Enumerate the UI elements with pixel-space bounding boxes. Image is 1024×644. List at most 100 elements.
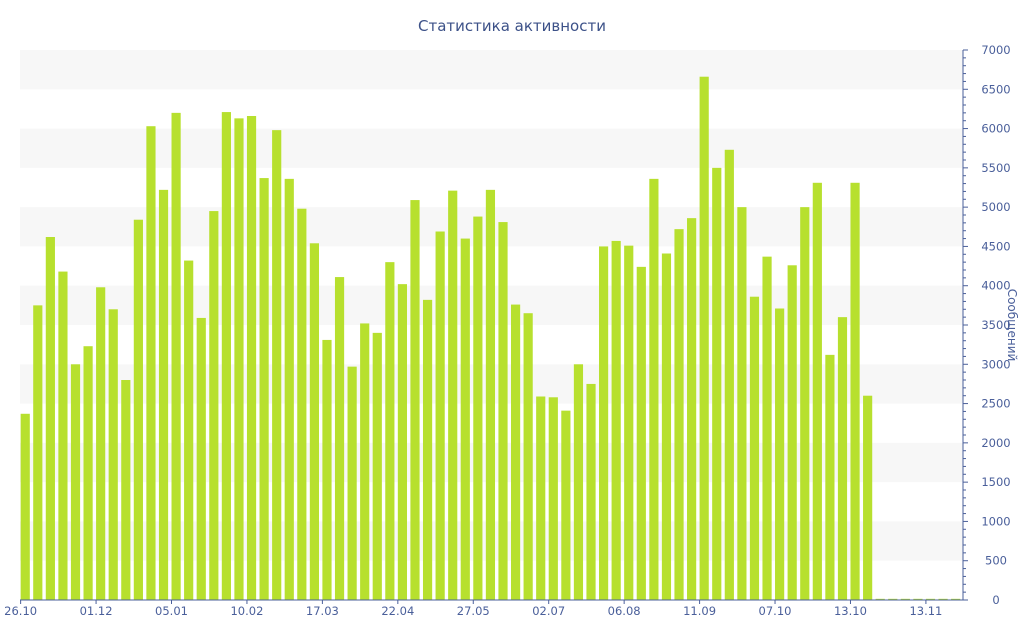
x-tick-label: 13.10 bbox=[834, 604, 867, 618]
y-tick-label: 1500 bbox=[981, 475, 1010, 489]
y-tick-label: 3000 bbox=[981, 357, 1010, 371]
bar bbox=[951, 598, 961, 600]
y-axis-label: Сообщений bbox=[1005, 289, 1019, 362]
bar bbox=[234, 118, 244, 601]
bar bbox=[925, 598, 936, 600]
chart-title: Статистика активности bbox=[418, 17, 606, 35]
y-tick-label: 6000 bbox=[981, 122, 1010, 136]
bar bbox=[133, 219, 143, 600]
bar bbox=[272, 130, 282, 600]
bar bbox=[737, 207, 747, 600]
bar bbox=[347, 366, 357, 600]
bar bbox=[410, 200, 420, 600]
bar bbox=[812, 182, 822, 601]
bar bbox=[724, 149, 734, 601]
bar bbox=[196, 317, 206, 600]
bar bbox=[108, 309, 118, 600]
x-tick-label: 07.10 bbox=[759, 604, 792, 618]
bar bbox=[510, 304, 521, 600]
bar bbox=[938, 598, 948, 600]
bar bbox=[586, 383, 596, 600]
y-axis: 0 500 1000 1500 2000 2500 3000 3500 4000 4500 5000… bbox=[962, 43, 1011, 607]
bar bbox=[573, 364, 584, 600]
bar bbox=[385, 262, 395, 600]
bar bbox=[687, 218, 697, 600]
bar bbox=[184, 260, 194, 600]
bar bbox=[121, 380, 131, 600]
bar bbox=[485, 189, 496, 601]
y-tick-label: 3500 bbox=[981, 318, 1010, 332]
bar bbox=[611, 240, 621, 600]
bar bbox=[599, 246, 609, 600]
bar bbox=[749, 296, 760, 600]
x-tick-label: 05.01 bbox=[155, 604, 188, 618]
bar bbox=[624, 245, 634, 600]
y-tick-label: 4500 bbox=[981, 239, 1010, 253]
y-tick-label: 6500 bbox=[981, 82, 1010, 96]
bar bbox=[825, 354, 835, 600]
bar bbox=[322, 339, 332, 600]
y-tick-label: 500 bbox=[985, 554, 1007, 568]
x-tick-label: 27.05 bbox=[457, 604, 490, 618]
x-tick-label: 26.10 bbox=[4, 604, 37, 618]
bar bbox=[360, 323, 370, 600]
bar bbox=[888, 598, 898, 600]
bar bbox=[284, 178, 294, 601]
bar bbox=[209, 211, 219, 600]
y-tick-label: 0 bbox=[992, 593, 999, 607]
x-tick-label: 17.03 bbox=[306, 604, 339, 618]
y-tick-label: 2000 bbox=[981, 436, 1010, 450]
bar bbox=[297, 208, 307, 600]
y-tick-label: 1000 bbox=[981, 514, 1010, 528]
bar bbox=[422, 299, 433, 600]
bar bbox=[523, 313, 533, 600]
bar bbox=[96, 287, 106, 600]
bar bbox=[146, 126, 156, 601]
bar bbox=[448, 190, 458, 600]
bar bbox=[83, 346, 93, 600]
bar bbox=[58, 271, 68, 600]
bar bbox=[309, 243, 319, 601]
bar bbox=[787, 265, 797, 600]
grid-band bbox=[20, 50, 963, 90]
y-tick-label: 4000 bbox=[981, 279, 1010, 293]
bar bbox=[334, 277, 345, 600]
x-tick-label: 13.11 bbox=[909, 604, 942, 618]
bar bbox=[372, 332, 382, 600]
bar bbox=[221, 112, 231, 600]
bar bbox=[913, 598, 923, 600]
bar bbox=[536, 396, 546, 600]
x-tick-label: 06.08 bbox=[608, 604, 641, 618]
bar bbox=[712, 167, 722, 601]
bar bbox=[561, 410, 571, 600]
bar bbox=[837, 317, 848, 600]
bar bbox=[397, 284, 408, 600]
x-tick-label: 01.12 bbox=[80, 604, 113, 618]
x-tick-label: 11.09 bbox=[683, 604, 716, 618]
x-tick-label: 02.07 bbox=[532, 604, 565, 618]
bars-group bbox=[20, 76, 961, 601]
bar bbox=[70, 364, 81, 600]
bar bbox=[850, 182, 860, 601]
x-tick-label: 10.02 bbox=[230, 604, 263, 618]
bar bbox=[661, 253, 672, 600]
bar bbox=[246, 116, 257, 600]
y-tick-label: 2500 bbox=[981, 397, 1010, 411]
bar bbox=[171, 112, 181, 601]
bar bbox=[460, 238, 470, 600]
bar bbox=[33, 305, 43, 600]
y-tick-label: 5000 bbox=[981, 200, 1010, 214]
bar bbox=[863, 395, 873, 600]
bar bbox=[259, 178, 269, 600]
bar bbox=[875, 598, 885, 600]
x-tick-label: 22.04 bbox=[381, 604, 414, 618]
bar bbox=[158, 189, 169, 601]
bar bbox=[900, 598, 910, 600]
bar bbox=[20, 413, 30, 600]
grid-band bbox=[20, 128, 963, 168]
bar bbox=[775, 308, 785, 600]
bar bbox=[45, 237, 55, 600]
bar bbox=[636, 266, 646, 600]
